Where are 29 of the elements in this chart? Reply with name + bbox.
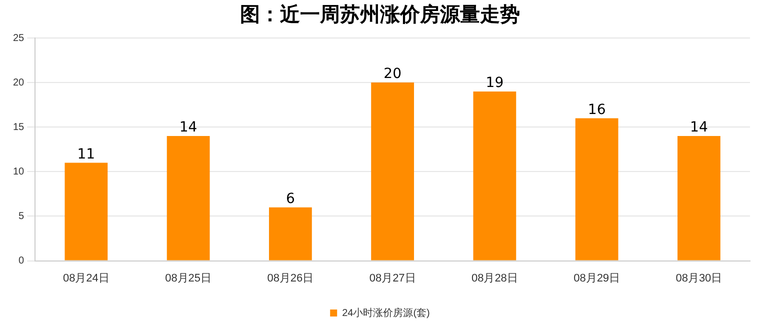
- y-tick-label: 0: [18, 256, 25, 267]
- x-tick-label: 08月26日: [267, 272, 314, 284]
- chart-title: 图：近一周苏州涨价房源量走势: [240, 2, 520, 26]
- y-tick-label: 15: [13, 122, 25, 133]
- x-tick-label: 08月25日: [165, 272, 212, 284]
- data-label: 6: [286, 190, 295, 207]
- data-label: 19: [486, 75, 504, 92]
- data-label: 14: [179, 120, 198, 136]
- bar: [473, 91, 516, 260]
- bar: [166, 136, 210, 260]
- y-tick-label: 10: [13, 166, 25, 178]
- legend-label: 24小时涨价房源(套): [342, 306, 430, 319]
- x-tick-label: 08月28日: [471, 272, 518, 284]
- x-tick-label: 08月27日: [369, 272, 416, 284]
- bar: [371, 82, 414, 260]
- y-tick-label: 25: [13, 32, 25, 44]
- data-label: 16: [588, 102, 606, 118]
- x-tick-label: 08月24日: [62, 272, 110, 284]
- bar: [268, 207, 312, 260]
- data-label: 14: [690, 120, 708, 136]
- bar: [64, 162, 108, 260]
- x-tick-label: 08月29日: [574, 272, 620, 284]
- y-tick-label: 20: [13, 77, 25, 88]
- bar: [677, 136, 720, 260]
- data-label: 11: [77, 146, 96, 162]
- x-tick-label: 08月30日: [676, 272, 722, 284]
- y-tick-label: 5: [18, 210, 25, 222]
- data-label: 20: [384, 66, 402, 82]
- bar: [575, 118, 618, 260]
